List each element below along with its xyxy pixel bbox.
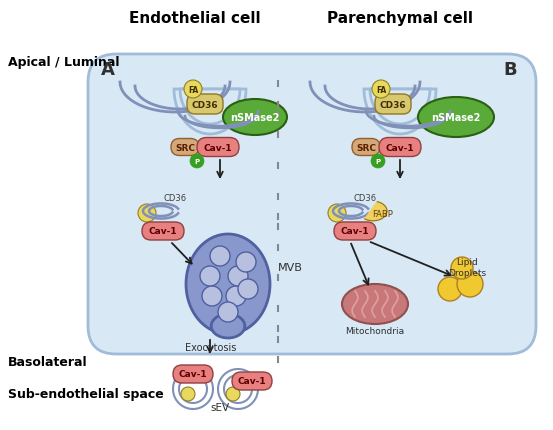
Text: nSMase2: nSMase2: [230, 113, 280, 123]
Text: P: P: [195, 159, 200, 165]
FancyBboxPatch shape: [375, 95, 411, 115]
Text: Parenchymal cell: Parenchymal cell: [327, 10, 473, 25]
FancyBboxPatch shape: [352, 139, 380, 156]
Text: Exocytosis: Exocytosis: [185, 342, 236, 352]
Text: Endothelial cell: Endothelial cell: [129, 10, 261, 25]
Text: FA: FA: [376, 85, 386, 94]
FancyBboxPatch shape: [232, 372, 272, 390]
Polygon shape: [174, 90, 246, 135]
Text: Cav-1: Cav-1: [149, 227, 178, 236]
Text: CD36: CD36: [192, 100, 218, 109]
FancyBboxPatch shape: [334, 222, 376, 240]
Ellipse shape: [138, 205, 156, 222]
Text: B: B: [503, 61, 517, 79]
Text: Apical / Luminal: Apical / Luminal: [8, 55, 119, 68]
Ellipse shape: [186, 234, 270, 334]
Ellipse shape: [342, 284, 408, 324]
Text: Cav-1: Cav-1: [204, 143, 232, 152]
FancyBboxPatch shape: [187, 95, 223, 115]
Text: Mitochondria: Mitochondria: [346, 327, 405, 336]
Text: Cav-1: Cav-1: [341, 227, 369, 236]
FancyBboxPatch shape: [197, 138, 239, 157]
Text: FABP: FABP: [373, 209, 393, 218]
Polygon shape: [364, 90, 436, 135]
Ellipse shape: [438, 277, 462, 301]
Text: Sub-endothelial space: Sub-endothelial space: [8, 387, 164, 401]
Ellipse shape: [457, 271, 483, 297]
Text: Cav-1: Cav-1: [385, 143, 414, 152]
Text: Basolateral: Basolateral: [8, 355, 87, 368]
Ellipse shape: [190, 155, 204, 169]
FancyBboxPatch shape: [173, 365, 213, 383]
Text: MVB: MVB: [278, 262, 303, 272]
Ellipse shape: [226, 286, 246, 306]
Ellipse shape: [223, 100, 287, 136]
Text: SRC: SRC: [175, 143, 195, 152]
Ellipse shape: [228, 266, 248, 286]
Ellipse shape: [418, 98, 494, 138]
Polygon shape: [365, 202, 387, 221]
Ellipse shape: [371, 155, 385, 169]
Ellipse shape: [202, 286, 222, 306]
Ellipse shape: [236, 252, 256, 272]
FancyBboxPatch shape: [379, 138, 421, 157]
Text: CD36: CD36: [164, 193, 186, 202]
FancyBboxPatch shape: [88, 55, 536, 354]
Ellipse shape: [238, 280, 258, 299]
Text: A: A: [101, 61, 115, 79]
Ellipse shape: [200, 266, 220, 286]
Ellipse shape: [210, 246, 230, 266]
Text: Cav-1: Cav-1: [179, 370, 207, 379]
Text: CD36: CD36: [380, 100, 406, 109]
Text: nSMase2: nSMase2: [431, 113, 481, 123]
Text: CD36: CD36: [353, 193, 377, 202]
Text: sEV: sEV: [211, 402, 229, 412]
Text: Lipid
Droplets: Lipid Droplets: [448, 258, 486, 277]
Text: Cav-1: Cav-1: [238, 377, 267, 386]
Polygon shape: [180, 90, 240, 125]
FancyBboxPatch shape: [142, 222, 184, 240]
Ellipse shape: [184, 81, 202, 99]
Text: SRC: SRC: [356, 143, 376, 152]
FancyBboxPatch shape: [171, 139, 199, 156]
Text: FA: FA: [188, 85, 198, 94]
Ellipse shape: [451, 258, 473, 280]
Polygon shape: [370, 90, 430, 125]
Text: P: P: [375, 159, 380, 165]
Ellipse shape: [218, 302, 238, 322]
Ellipse shape: [226, 387, 240, 401]
Ellipse shape: [211, 314, 245, 338]
Ellipse shape: [372, 81, 390, 99]
Ellipse shape: [328, 205, 346, 222]
Ellipse shape: [181, 387, 195, 401]
